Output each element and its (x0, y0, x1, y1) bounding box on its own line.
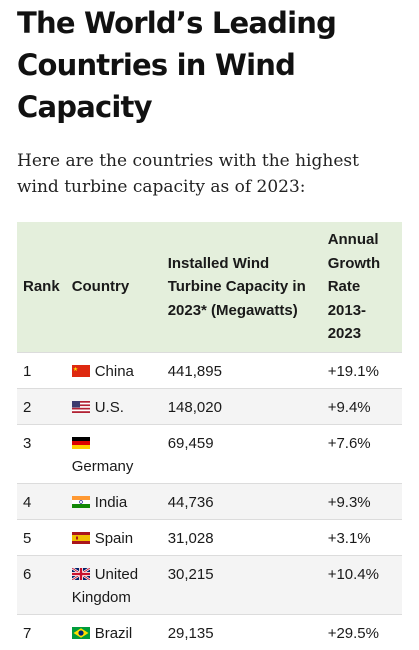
country-name: Germany (71, 457, 134, 475)
header-growth: Annual Growth Rate 2013-2023 (327, 231, 381, 342)
table-header-row: Rank Country Installed Wind Turbine Capa… (17, 222, 402, 352)
table-row: 7 Brazil 29,135 +29.5% (17, 613, 402, 650)
country-name: India (94, 493, 128, 511)
growth-cell: +3.1% (321, 518, 402, 555)
header-capacity: Installed Wind Turbine Capacity in 2023*… (167, 254, 306, 319)
table-row: 3 Germany 69,459 +7.6% (17, 423, 402, 483)
rank-cell: 6 (17, 554, 66, 614)
capacity-cell: 30,215 (161, 554, 322, 614)
capacity-cell: 29,135 (161, 613, 322, 650)
rank-cell: 5 (17, 518, 66, 555)
capacity-cell: 31,028 (161, 518, 322, 555)
rank-cell: 2 (17, 387, 66, 424)
country-cell: United Kingdom (65, 554, 162, 614)
country-name: China (94, 362, 134, 380)
country-cell: China (65, 351, 162, 388)
country-cell: U.S. (65, 387, 162, 424)
capacity-cell: 69,459 (161, 423, 322, 483)
intro-paragraph: Here are the countries with the highest … (17, 151, 359, 197)
us-flag-icon (71, 400, 90, 413)
growth-cell: +10.4% (321, 554, 402, 614)
growth-cell: +19.1% (321, 351, 402, 388)
rank-cell: 7 (17, 613, 66, 650)
rank-cell: 1 (17, 351, 66, 388)
growth-cell: +29.5% (321, 613, 402, 650)
table-row: 4 India 44,736 +9.3% (17, 482, 402, 519)
country-name: Spain (94, 529, 134, 547)
brazil-flag-icon (71, 626, 90, 639)
country-cell: Spain (65, 518, 162, 555)
germany-flag-icon (71, 436, 90, 449)
page-title: The World’s Leading Countries in Wind Ca… (17, 6, 337, 124)
table-row: 1 China 441,895 +19.1% (17, 351, 402, 388)
india-flag-icon (71, 495, 90, 508)
table-row: 6 United Kingdom 30,215 +10.4% (17, 554, 402, 614)
uk-flag-icon (71, 567, 90, 580)
growth-cell: +9.4% (321, 387, 402, 424)
country-cell: Brazil (65, 613, 162, 650)
china-flag-icon (71, 364, 90, 377)
growth-cell: +7.6% (321, 423, 402, 483)
capacity-cell: 148,020 (161, 387, 322, 424)
table-row: 5 Spain 31,028 +3.1% (17, 518, 402, 555)
growth-cell: +9.3% (321, 482, 402, 519)
country-name: U.S. (94, 398, 124, 416)
header-country: Country (71, 278, 130, 295)
spain-flag-icon (71, 531, 90, 544)
rank-cell: 4 (17, 482, 66, 519)
wind-capacity-table: Rank Country Installed Wind Turbine Capa… (17, 222, 402, 650)
capacity-cell: 441,895 (161, 351, 322, 388)
header-rank: Rank (23, 278, 60, 295)
country-cell: Germany (65, 423, 162, 483)
country-cell: India (65, 482, 162, 519)
rank-cell: 3 (17, 423, 66, 483)
country-name: Brazil (94, 624, 133, 642)
table-row: 2 U.S. 148,020 +9.4% (17, 387, 402, 424)
capacity-cell: 44,736 (161, 482, 322, 519)
